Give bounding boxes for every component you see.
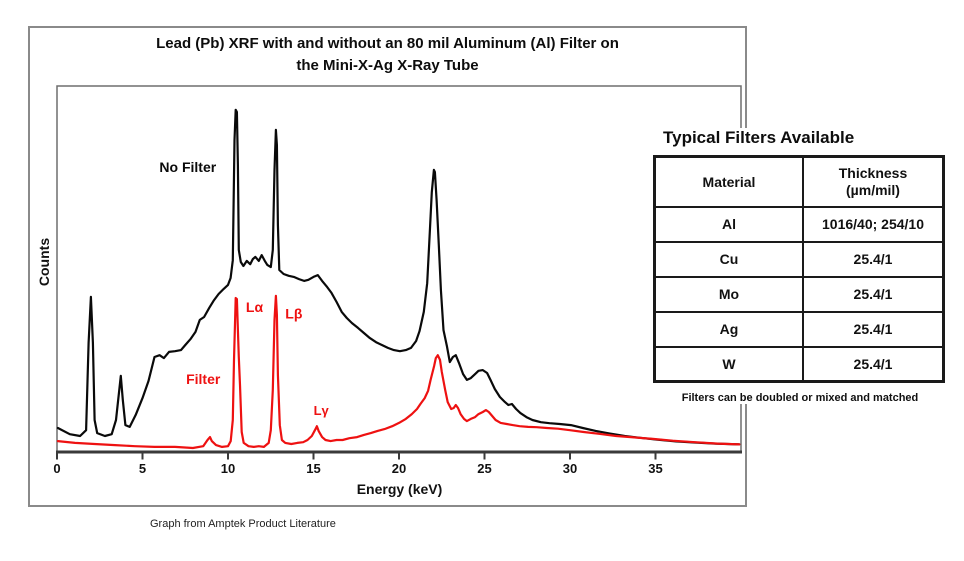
plot-border [56, 85, 742, 453]
filters-table-title: Typical Filters Available [663, 128, 855, 147]
material-cell: Mo [653, 275, 804, 313]
no-filter-curve [56, 108, 741, 446]
thickness-cell: 25.4/1 [802, 240, 945, 278]
material-header: Material [653, 155, 804, 208]
filters-table: Material Thickness (µm/mil) Al 1016/40; … [653, 155, 945, 383]
x-tick-label: 30 [562, 461, 578, 476]
thickness-cell: 25.4/1 [802, 345, 945, 383]
table-row: Mo 25.4/1 [653, 275, 945, 313]
curve-label-lγ: Lγ [314, 403, 330, 418]
thickness-cell: 25.4/1 [802, 275, 945, 313]
y-axis-label: Counts [36, 237, 52, 287]
thickness-cell: 25.4/1 [802, 310, 945, 348]
x-tick-label: 35 [648, 461, 663, 476]
table-row: Ag 25.4/1 [653, 310, 945, 348]
table-row: Al 1016/40; 254/10 [653, 205, 945, 243]
filters-footnote: Filters can be doubled or mixed and matc… [681, 392, 919, 404]
curve-label-filter: Filter [186, 371, 221, 387]
material-cell: Cu [653, 240, 804, 278]
table-row: W 25.4/1 [653, 345, 945, 383]
chart-title: Lead (Pb) XRF with and without an 80 mil… [28, 33, 747, 77]
chart-title-line2: the Mini-X-Ag X-Ray Tube [296, 57, 479, 74]
material-cell: W [653, 345, 804, 383]
x-tick-label: 15 [306, 461, 321, 476]
filter-curve [56, 294, 741, 450]
x-tick-label: 5 [138, 461, 147, 476]
material-cell: Ag [653, 310, 804, 348]
x-tick-label: 25 [477, 461, 492, 476]
x-tick-label: 20 [391, 461, 407, 476]
chart-title-line1: Lead (Pb) XRF with and without an 80 mil… [156, 35, 619, 52]
table-header-row: Material Thickness (µm/mil) [653, 155, 945, 208]
thickness-header: Thickness (µm/mil) [802, 155, 945, 208]
source-caption: Graph from Amptek Product Literature [150, 518, 336, 530]
curve-label-no-filter: No Filter [159, 159, 216, 175]
table-row: Cu 25.4/1 [653, 240, 945, 278]
filters-panel: Typical Filters Available Material Thick… [653, 128, 947, 404]
x-axis-label: Energy (keV) [356, 481, 443, 497]
curve-label-lβ: Lβ [285, 306, 303, 322]
x-tick-label: 10 [220, 461, 236, 476]
curve-label-lα: Lα [246, 299, 264, 315]
x-tick-label: 0 [53, 461, 61, 476]
material-cell: Al [653, 205, 804, 243]
thickness-cell: 1016/40; 254/10 [802, 205, 945, 243]
xrf-spectrum-plot: No Filter Filter Lα Lβ Lγ [56, 85, 742, 460]
